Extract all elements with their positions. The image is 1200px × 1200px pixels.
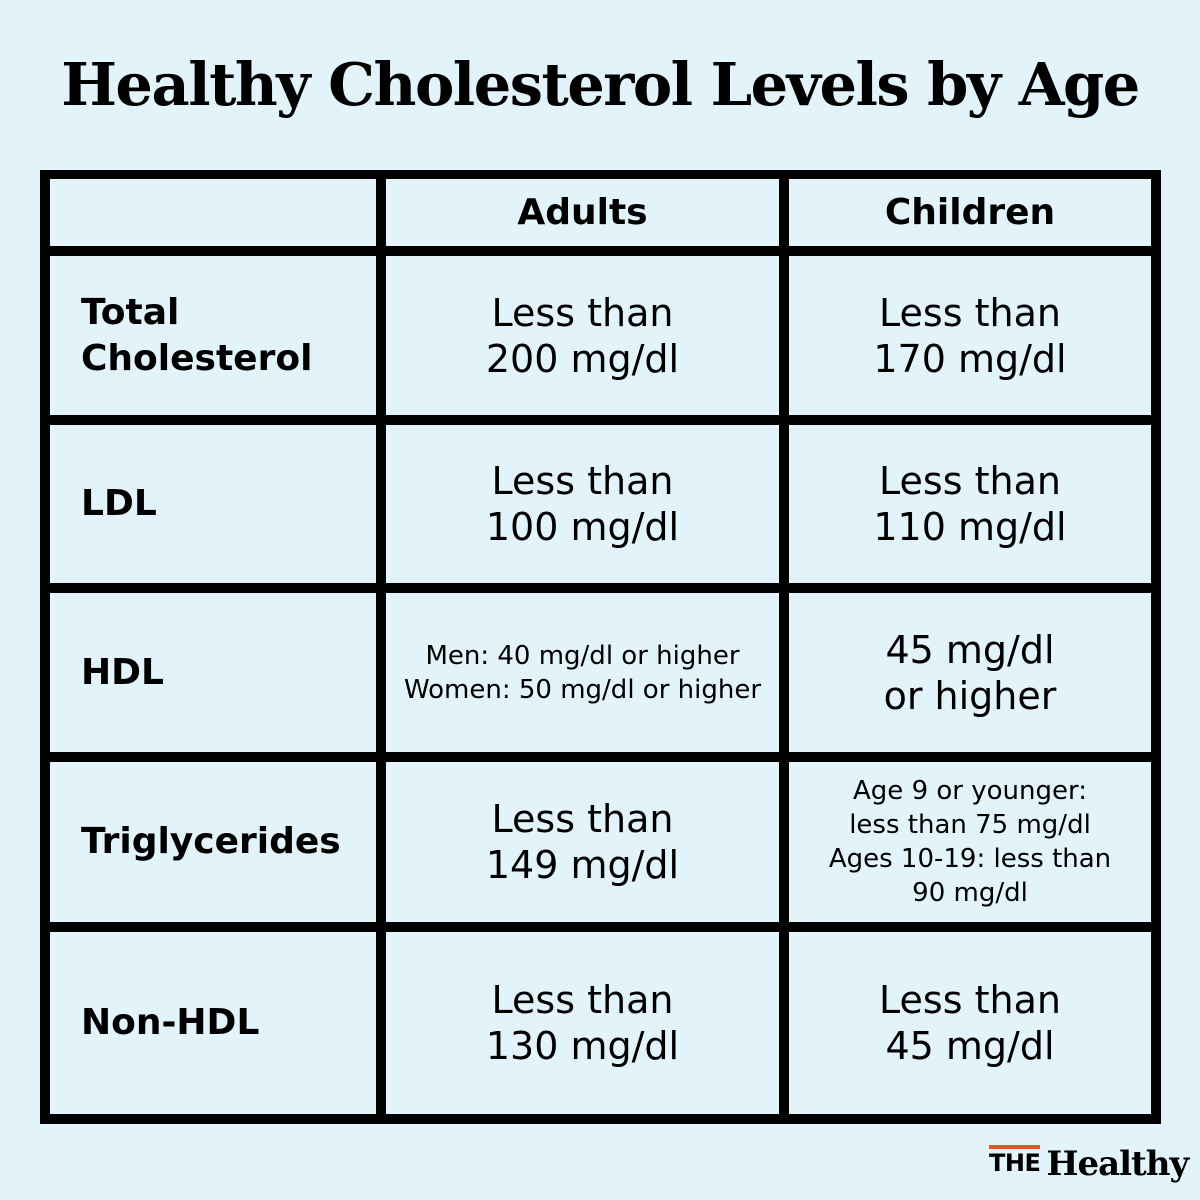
page-title: Healthy Cholesterol Levels by Age	[61, 50, 1140, 119]
value-line: Ages 10-19: less than	[828, 844, 1112, 874]
row-label-triglycerides: Triglycerides	[50, 762, 376, 922]
triglycerides-adults-cell: Less than 149 mg/dl	[386, 762, 779, 922]
value-line: 90 mg/dl	[912, 878, 1028, 908]
row-label-line: Non-HDL	[81, 1002, 260, 1043]
ldl-adults-cell: Less than 100 mg/dl	[386, 425, 779, 583]
value-line: Women: 50 mg/dl or higher	[403, 674, 762, 705]
row-label-line: HDL	[81, 651, 164, 693]
ldl-children-cell: Less than 110 mg/dl	[789, 425, 1151, 583]
value-line: 45 mg/dl	[885, 1024, 1055, 1068]
triglycerides-children-cell: Age 9 or younger: less than 75 mg/dl Age…	[789, 762, 1151, 922]
brand-logo: THE Healthy	[989, 1140, 1189, 1184]
total-cholesterol-adults-cell: Less than 200 mg/dl	[386, 256, 779, 415]
value-line: 200 mg/dl	[485, 336, 680, 381]
value-line: 170 mg/dl	[873, 336, 1067, 381]
hdl-children-cell: 45 mg/dl or higher	[789, 593, 1151, 752]
value-line: or higher	[883, 673, 1057, 718]
row-label-line: LDL	[81, 483, 157, 524]
value-line: Men: 40 mg/dl or higher	[425, 640, 740, 671]
hdl-adults-cell: Men: 40 mg/dl or higher Women: 50 mg/dl …	[386, 593, 779, 752]
cholesterol-table: Adults Children Total Cholesterol Less t…	[40, 170, 1161, 1124]
total-cholesterol-children-cell: Less than 170 mg/dl	[789, 256, 1151, 415]
row-label-hdl: HDL	[50, 593, 376, 752]
non-hdl-children-cell: Less than 45 mg/dl	[789, 932, 1151, 1114]
value-line: Less than	[491, 978, 674, 1022]
value-line: less than 75 mg/dl	[849, 810, 1091, 840]
row-label-line: Total	[81, 291, 180, 333]
value-line: 110 mg/dl	[873, 505, 1067, 549]
value-line: 100 mg/dl	[485, 505, 680, 549]
row-label-total-cholesterol: Total Cholesterol	[50, 256, 376, 415]
header-cell-empty	[50, 179, 376, 246]
header-cell-adults: Adults	[386, 179, 779, 246]
row-label-line: Cholesterol	[81, 337, 313, 379]
row-label-line: Triglycerides	[81, 821, 341, 862]
non-hdl-adults-cell: Less than 130 mg/dl	[386, 932, 779, 1114]
header-cell-children: Children	[789, 179, 1151, 246]
value-line: Less than	[879, 459, 1061, 503]
value-line: Age 9 or younger:	[853, 776, 1087, 806]
value-line: Less than	[491, 459, 674, 503]
value-line: 149 mg/dl	[485, 843, 680, 887]
value-line: Less than	[491, 797, 674, 841]
brand-logo-name: Healthy	[1046, 1144, 1189, 1184]
row-label-ldl: LDL	[50, 425, 376, 583]
value-line: Less than	[491, 290, 674, 335]
row-label-non-hdl: Non-HDL	[50, 932, 376, 1114]
value-line: Less than	[879, 978, 1061, 1022]
brand-logo-the: THE	[989, 1145, 1041, 1175]
value-line: 130 mg/dl	[485, 1024, 680, 1068]
value-line: 45 mg/dl	[885, 627, 1055, 672]
value-line: Less than	[879, 290, 1061, 335]
